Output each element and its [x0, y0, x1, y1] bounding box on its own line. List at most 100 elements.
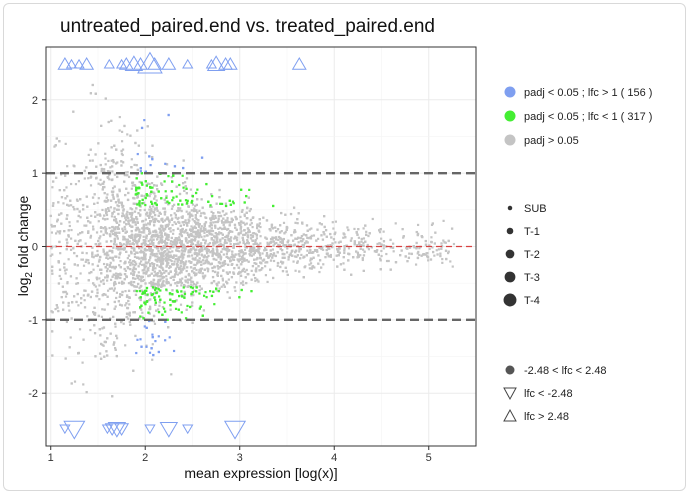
ns-point	[272, 252, 276, 255]
ns-point	[178, 221, 181, 224]
ns-point	[89, 236, 92, 239]
ns-point	[382, 244, 385, 247]
ns-point	[113, 237, 117, 241]
ns-point	[156, 188, 159, 191]
ns-point	[357, 236, 360, 239]
ns-point	[361, 258, 364, 262]
ns-point	[184, 237, 188, 240]
ns-point	[264, 261, 267, 264]
ns-point	[194, 204, 197, 208]
ns-point	[174, 272, 177, 276]
ns-point	[50, 225, 54, 228]
ns-point	[57, 201, 60, 204]
ns-point	[350, 273, 353, 276]
ns-point	[79, 216, 82, 219]
ns-point	[171, 289, 174, 292]
ns-point	[169, 242, 172, 245]
ns-point	[287, 256, 290, 259]
ns-point	[293, 255, 297, 258]
ns-point	[118, 242, 122, 245]
ns-point	[179, 265, 182, 268]
ns-point	[111, 158, 115, 162]
ns-point	[209, 222, 212, 225]
ns-point	[156, 233, 159, 236]
ns-point	[221, 279, 224, 282]
ns-point	[258, 218, 261, 221]
ns-point	[131, 283, 134, 287]
ns-point	[182, 256, 185, 259]
ns-point	[242, 259, 245, 262]
ns-point	[175, 254, 178, 257]
ns-point	[126, 217, 130, 220]
ns-point	[240, 263, 243, 266]
ns-point	[362, 269, 365, 272]
ns-point	[179, 303, 183, 306]
ns-point	[286, 241, 289, 244]
ns-point	[126, 238, 129, 241]
ns-point	[197, 240, 200, 243]
ns-point	[389, 238, 392, 242]
ns-point	[105, 269, 109, 273]
ns-point	[76, 281, 80, 285]
ns-point	[229, 236, 233, 239]
ns-point	[128, 303, 131, 306]
ns-point	[353, 227, 356, 231]
ns-point	[232, 245, 235, 248]
ns-point	[103, 218, 107, 221]
ns-point	[149, 231, 152, 234]
ns-point	[356, 251, 359, 254]
ns-point	[172, 263, 175, 266]
ns-point	[140, 289, 143, 292]
ns-point	[210, 227, 213, 230]
ns-point	[255, 248, 258, 252]
ns-point	[129, 134, 132, 137]
ns-point	[123, 225, 126, 229]
ns-point	[240, 210, 244, 213]
ns-point	[152, 243, 155, 246]
ns-point	[250, 254, 254, 257]
ns-point	[87, 259, 90, 262]
ns-point	[249, 248, 252, 251]
ns-point	[108, 173, 111, 176]
ns-point	[199, 234, 202, 237]
ns-point	[348, 252, 351, 256]
ns-point	[205, 230, 209, 233]
ns-point	[179, 255, 182, 258]
ns-point	[349, 239, 353, 242]
ns-point	[276, 228, 280, 231]
ns-point	[197, 253, 201, 256]
ns-point	[309, 236, 312, 239]
ns-point	[54, 307, 57, 311]
ns-point	[181, 230, 184, 233]
ns-point	[140, 246, 143, 249]
ns-point	[273, 242, 276, 245]
ns-point	[310, 267, 313, 270]
ns-point	[214, 242, 217, 245]
ns-point	[235, 239, 239, 242]
ns-point	[127, 282, 131, 285]
ns-point	[241, 257, 245, 260]
ns-point	[204, 239, 207, 242]
ns-point	[243, 213, 246, 216]
ns-point	[212, 212, 215, 215]
ns-point	[190, 243, 193, 246]
ns-point	[379, 228, 382, 231]
ns-point	[92, 310, 95, 314]
ns-point	[394, 222, 397, 225]
ns-point	[89, 184, 93, 187]
ns-point	[85, 224, 88, 227]
ns-point	[332, 238, 336, 241]
ns-point	[391, 246, 395, 249]
ns-point	[64, 272, 67, 275]
ns-point	[95, 177, 98, 180]
ns-point	[125, 243, 128, 246]
ns-point	[435, 249, 438, 252]
ns-point	[336, 248, 339, 251]
ns-point	[178, 236, 181, 239]
ns-point	[252, 243, 255, 246]
ns-point	[155, 206, 158, 209]
ns-point	[173, 260, 176, 263]
ns-point	[217, 233, 220, 236]
ns-point	[81, 251, 84, 255]
ns-point	[141, 220, 144, 223]
